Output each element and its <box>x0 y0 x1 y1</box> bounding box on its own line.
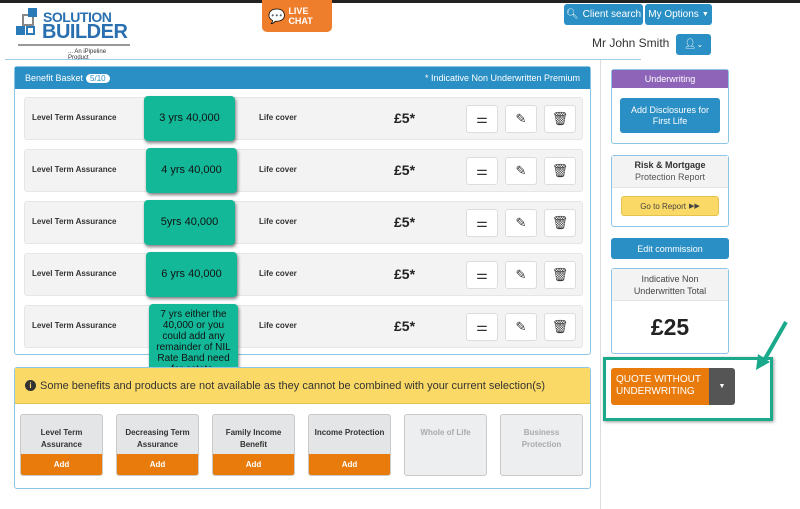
edit-button[interactable]: ✎ <box>505 157 537 185</box>
sticky-note: 3 yrs 40,000 <box>144 96 235 141</box>
sliders-icon: ⚌ <box>476 215 488 230</box>
delete-button[interactable]: 🗑︎ <box>544 157 576 185</box>
premium: £5* <box>394 266 416 282</box>
logo: SOLUTION BUILDER ... An iPipeline Produc… <box>16 8 130 61</box>
edit-button[interactable]: ✎ <box>505 313 537 341</box>
client-search-button[interactable]: 🔍︎ Client search <box>564 4 643 25</box>
sliders-icon: ⚌ <box>476 111 488 126</box>
add-product-button[interactable]: Add <box>21 454 102 475</box>
trash-icon: 🗑︎ <box>551 111 569 126</box>
top-bar <box>0 0 800 3</box>
basket-row: Level Term Assurance Life cover £5* ⚌ ✎ … <box>24 305 583 348</box>
edit-icon: ✎ <box>515 267 527 282</box>
add-product-button[interactable]: Add <box>309 454 390 475</box>
total-panel: Indicative Non Underwritten Total £25 <box>611 268 729 354</box>
highlight-box <box>603 357 773 421</box>
edit-icon: ✎ <box>515 111 527 126</box>
edit-icon: ✎ <box>515 215 527 230</box>
chevron-down-icon: ⌄ <box>696 40 704 49</box>
delete-button[interactable]: 🗑︎ <box>544 209 576 237</box>
adjust-button[interactable]: ⚌ <box>466 105 498 133</box>
product-card: Whole of Life <box>404 414 487 476</box>
basket-header: Benefit Basket 5/10 * Indicative Non Unde… <box>15 67 590 89</box>
trash-icon: 🗑︎ <box>551 267 569 282</box>
fast-forward-icon: ▶▶ <box>689 203 700 210</box>
underwriting-panel: Underwriting Add Disclosures for First L… <box>611 69 729 144</box>
user-menu-button[interactable]: 👤︎ ⌄ <box>676 34 711 55</box>
product-card[interactable]: Decreasing Term Assurance Add <box>116 414 199 476</box>
edit-button[interactable]: ✎ <box>505 105 537 133</box>
premium: £5* <box>394 162 416 178</box>
search-icon: 🔍︎ <box>565 9 579 20</box>
sliders-icon: ⚌ <box>476 319 488 334</box>
info-icon: i <box>25 380 36 391</box>
user-icon: 👤︎ <box>683 39 697 50</box>
basket-row: Level Term Assurance Life cover £5* ⚌ ✎ … <box>24 253 583 296</box>
sticky-note: 5yrs 40,000 <box>144 200 235 245</box>
product-card[interactable]: Family Income Benefit Add <box>212 414 295 476</box>
total-value: £25 <box>650 314 690 340</box>
chat-bubble-icon: 💬 <box>268 7 286 24</box>
add-disclosures-button[interactable]: Add Disclosures for First Life <box>620 98 720 133</box>
add-product-button[interactable]: Add <box>213 454 294 475</box>
unavailable-products-panel: i Some benefits and products are not avai… <box>14 367 591 489</box>
premium: £5* <box>394 318 416 334</box>
add-product-button[interactable]: Add <box>117 454 198 475</box>
edit-button[interactable]: ✎ <box>505 209 537 237</box>
basket-row: Level Term Assurance Life cover £5* ⚌ ✎ … <box>24 149 583 192</box>
divider <box>5 59 321 60</box>
divider <box>321 59 641 60</box>
count-badge: 5/10 <box>86 74 110 83</box>
caret-down-icon: ▼ <box>718 383 726 390</box>
trash-icon: 🗑︎ <box>551 163 569 178</box>
adjust-button[interactable]: ⚌ <box>466 261 498 289</box>
delete-button[interactable]: 🗑︎ <box>544 313 576 341</box>
sticky-note: 4 yrs 40,000 <box>146 148 237 193</box>
quote-options-dropdown[interactable]: ▼ <box>709 368 735 405</box>
delete-button[interactable]: 🗑︎ <box>544 261 576 289</box>
my-options-button[interactable]: My Options ▼ <box>645 4 712 25</box>
basket-row: Level Term Assurance Life cover £5* ⚌ ✎ … <box>24 201 583 244</box>
basket-row: Level Term Assurance Life cover £5* ⚌ ✎ … <box>24 97 583 140</box>
sticky-note: 6 yrs 40,000 <box>146 252 237 297</box>
edit-icon: ✎ <box>515 319 527 334</box>
premium: £5* <box>394 110 416 126</box>
delete-button[interactable]: 🗑︎ <box>544 105 576 133</box>
column-divider <box>600 60 601 509</box>
edit-button[interactable]: ✎ <box>505 261 537 289</box>
premium: £5* <box>394 214 416 230</box>
edit-icon: ✎ <box>515 163 527 178</box>
go-to-report-button[interactable]: Go to Report ▶▶ <box>621 196 719 216</box>
report-panel: Risk & Mortgage Protection Report Go to R… <box>611 155 729 227</box>
adjust-button[interactable]: ⚌ <box>466 313 498 341</box>
trash-icon: 🗑︎ <box>551 215 569 230</box>
adjust-button[interactable]: ⚌ <box>466 157 498 185</box>
edit-commission-button[interactable]: Edit commission <box>611 238 729 259</box>
arrow-annotation-icon <box>756 321 788 370</box>
sliders-icon: ⚌ <box>476 163 488 178</box>
sliders-icon: ⚌ <box>476 267 488 282</box>
product-card[interactable]: Income Protection Add <box>308 414 391 476</box>
adjust-button[interactable]: ⚌ <box>466 209 498 237</box>
caret-down-icon: ▼ <box>701 11 709 18</box>
warning-bar: i Some benefits and products are not avai… <box>15 368 590 404</box>
trash-icon: 🗑︎ <box>551 319 569 334</box>
product-card: Business Protection <box>500 414 583 476</box>
quote-without-underwriting-button[interactable]: QUOTE WITHOUT UNDERWRITING <box>611 368 709 405</box>
live-chat-button[interactable]: 💬 LIVE CHAT <box>262 0 332 32</box>
user-name: Mr John Smith <box>592 36 670 50</box>
benefit-basket: Benefit Basket 5/10 * Indicative Non Unde… <box>14 66 591 380</box>
product-card[interactable]: Level Term Assurance Add <box>20 414 103 476</box>
